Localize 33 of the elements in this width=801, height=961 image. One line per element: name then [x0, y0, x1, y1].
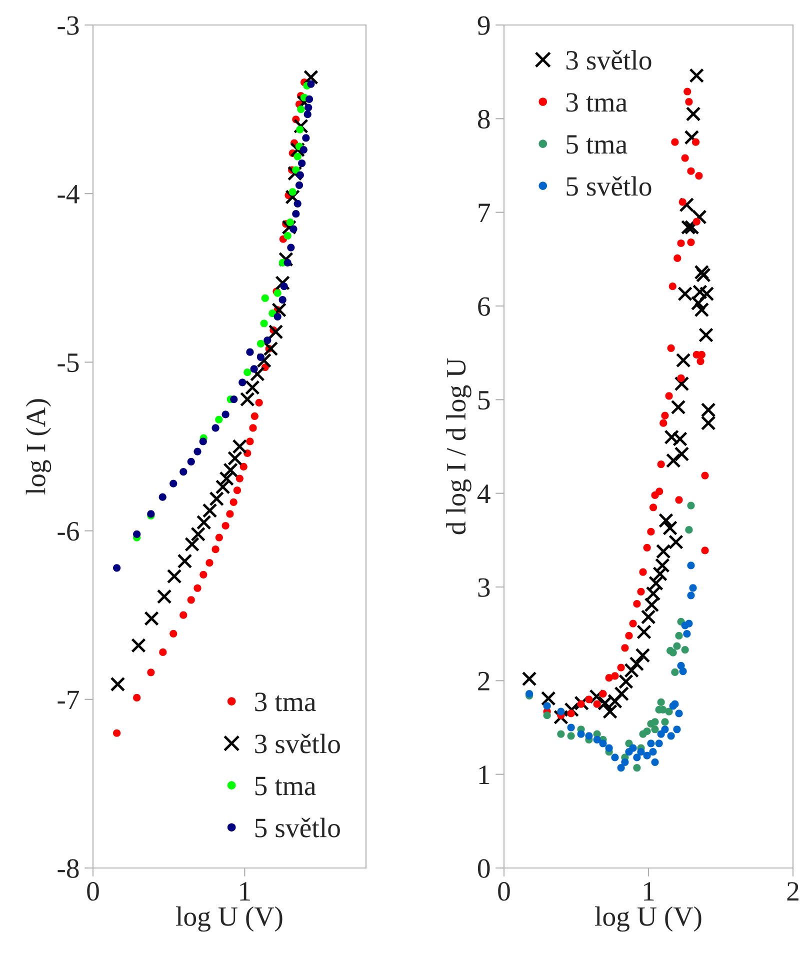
y-tick-label: 9	[478, 16, 490, 35]
legend-label: 5 světlo	[566, 176, 652, 196]
legend-label: 5 tma	[255, 776, 316, 796]
y-tick-label: 3	[478, 578, 490, 597]
y-axis-title: d log I / d log U	[446, 358, 472, 534]
x-tick-label: 1	[240, 882, 250, 900]
legend-label: 3 světlo	[566, 50, 652, 70]
y-tick-label: 2	[478, 672, 490, 690]
x-tick-label: 0	[498, 882, 510, 901]
y-tick-label: -8	[58, 859, 79, 878]
y-tick-label: 5	[478, 391, 490, 410]
y-tick-label: 0	[478, 859, 490, 878]
y-tick-label: 7	[478, 204, 490, 222]
x-axis-title: log U (V)	[595, 906, 702, 932]
legend-label: 3 tma	[566, 93, 628, 112]
legend-label: 5 světlo	[255, 818, 340, 838]
y-tick-label: 1	[479, 766, 490, 784]
x-tick-label: 2	[787, 882, 798, 900]
y-tick-label: -5	[58, 354, 79, 372]
y-tick-label: 8	[478, 110, 490, 129]
y-tick-label: -7	[58, 690, 80, 710]
y-tick-label: -6	[58, 522, 79, 541]
x-tick-label: 1	[644, 882, 654, 900]
legend-label: 3 tma	[255, 692, 316, 712]
y-tick-label: 6	[478, 297, 490, 316]
x-tick-label: 0	[87, 882, 99, 901]
legend-label: 5 tma	[566, 135, 628, 154]
y-tick-label: 4	[477, 484, 490, 503]
y-tick-label: -4	[58, 184, 80, 204]
x-axis-title: log U (V)	[176, 906, 282, 932]
y-axis-title: log I (A)	[26, 399, 52, 495]
y-tick-label: -3	[58, 16, 79, 35]
legend-label: 3 světlo	[255, 734, 340, 754]
